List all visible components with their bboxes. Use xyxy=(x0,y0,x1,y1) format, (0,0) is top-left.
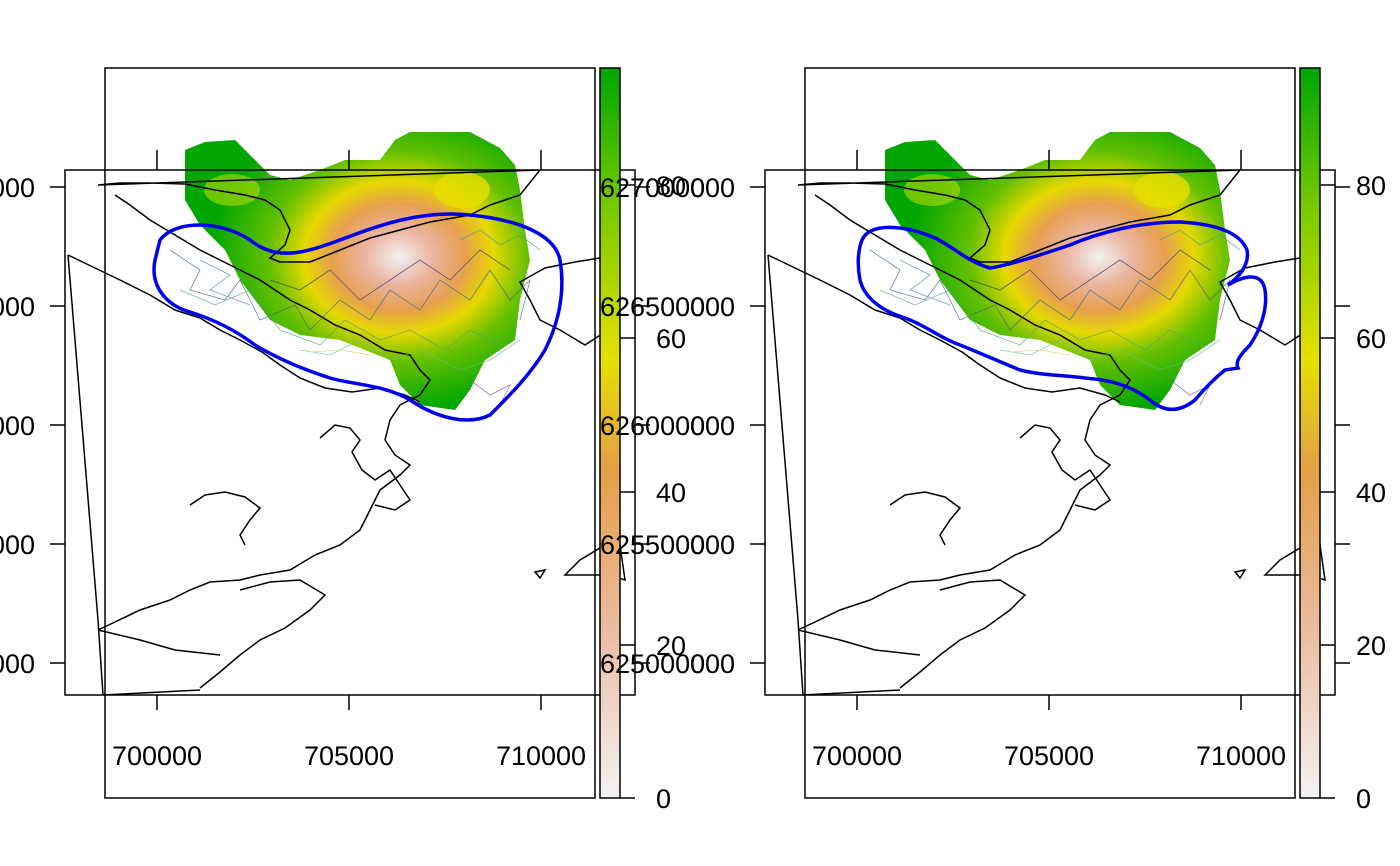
home-range-contour xyxy=(152,212,564,422)
y-tick-label-right: 6265000 xyxy=(600,292,705,322)
y-tick-label: 000 xyxy=(690,173,735,203)
utilization-raster xyxy=(885,132,1230,410)
x-axis xyxy=(156,150,542,710)
colorbar-tick-label: 20 xyxy=(656,631,686,661)
y-tick-label: 000 xyxy=(0,530,35,560)
colorbar-tick-label: 0 xyxy=(1356,784,1371,814)
colorbar-tick-label: 40 xyxy=(1356,478,1386,508)
animal-tracks xyxy=(169,229,541,406)
utilization-raster xyxy=(185,132,530,410)
outer-frame xyxy=(104,67,596,799)
home-range-contour xyxy=(856,220,1268,412)
y-tick-label-right: 6260000 xyxy=(600,411,705,441)
colorbar-tick-label: 60 xyxy=(656,324,686,354)
y-tick-label-right: 6250000 xyxy=(600,649,705,679)
x-tick-label: 710000 xyxy=(496,741,586,771)
y-tick-label: 000 xyxy=(0,649,35,679)
y-tick-label-right: 6270000 xyxy=(600,173,705,203)
map-frame xyxy=(764,169,1336,696)
y-tick-label: 000 xyxy=(690,530,735,560)
colorbar-tick-label: 40 xyxy=(656,478,686,508)
colorbar-tick-label: 80 xyxy=(656,171,686,201)
left-panel: 700000 705000 710000 000 000 000 000 000 xyxy=(0,67,705,814)
y-tick-label: 000 xyxy=(0,292,35,322)
colorbar-ticks xyxy=(620,184,635,799)
x-tick-label: 700000 xyxy=(112,741,202,771)
colorbar xyxy=(599,67,621,799)
colorbar-tick-label: 60 xyxy=(1356,324,1386,354)
x-axis xyxy=(856,150,1242,710)
y-tick-label: 000 xyxy=(0,411,35,441)
x-tick-label: 710000 xyxy=(1196,741,1286,771)
colorbar xyxy=(1299,67,1321,799)
y-tick-label: 000 xyxy=(690,411,735,441)
y-axis xyxy=(750,186,1350,664)
colorbar-ticks xyxy=(1320,184,1335,799)
colorbar-tick-label: 0 xyxy=(656,784,671,814)
colorbar-tick-label: 20 xyxy=(1356,631,1386,661)
y-tick-label: 000 xyxy=(690,649,735,679)
animal-tracks xyxy=(869,229,1241,406)
y-axis xyxy=(50,186,650,664)
outer-frame xyxy=(804,67,1296,799)
right-panel: 700000 705000 710000 000 000 000 000 000 xyxy=(690,67,1386,814)
x-tick-label: 700000 xyxy=(812,741,902,771)
map-frame xyxy=(64,169,636,696)
colorbar-tick-label: 80 xyxy=(1356,171,1386,201)
x-tick-label: 705000 xyxy=(304,741,394,771)
x-tick-label: 705000 xyxy=(1004,741,1094,771)
y-tick-label-right: 6255000 xyxy=(600,530,705,560)
coastline xyxy=(67,170,626,695)
y-tick-label: 000 xyxy=(690,292,735,322)
y-tick-label: 000 xyxy=(0,173,35,203)
